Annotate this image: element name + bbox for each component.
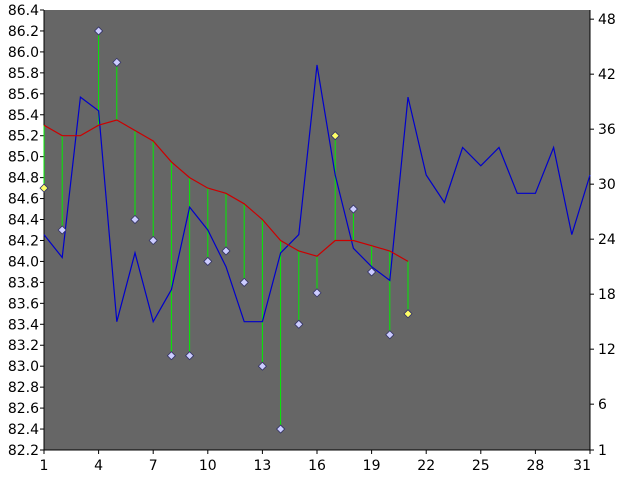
data-point — [257, 361, 267, 371]
x-tick-label: 7 — [149, 458, 158, 474]
x-tick-label: 31 — [573, 458, 591, 474]
y-left-tick-label: 85.6 — [8, 87, 39, 103]
y-left-tick-label: 86.4 — [8, 3, 39, 19]
y-right-tick-label: 36 — [598, 122, 616, 138]
y-left-tick-label: 82.2 — [8, 443, 39, 459]
x-axis: 1 4 7 10 13 16 19 22 25 28 31 — [40, 449, 591, 474]
x-tick-label: 13 — [253, 458, 271, 474]
y-left-tick-label: 83.2 — [8, 338, 39, 354]
y-right-tick-label: 12 — [598, 342, 616, 358]
data-point-highlight — [330, 131, 340, 141]
y-left-tick-label: 83.6 — [8, 296, 39, 312]
data-point — [203, 256, 213, 266]
x-tick-label: 4 — [94, 458, 103, 474]
y-left-tick-label: 85.0 — [8, 150, 39, 166]
x-tick-label: 1 — [40, 458, 49, 474]
y-left-tick-label: 85.2 — [8, 129, 39, 145]
data-point — [94, 26, 104, 36]
x-tick-label: 22 — [417, 458, 435, 474]
y-left-tick-label: 84.6 — [8, 192, 39, 208]
data-point — [57, 225, 67, 235]
x-tick-label: 16 — [308, 458, 326, 474]
y-right-tick-label: 18 — [598, 287, 616, 303]
y-left-tick-label: 83.4 — [8, 317, 39, 333]
y-right-tick-label: 24 — [598, 232, 616, 248]
y-right-tick-label: 30 — [598, 177, 616, 193]
series-line-red — [43, 119, 409, 262]
y-right-tick-label: 1 — [598, 443, 607, 459]
data-point — [294, 319, 304, 329]
data-point — [276, 424, 286, 434]
y-left-tick-label: 84.2 — [8, 233, 39, 249]
data-point — [221, 246, 231, 256]
y-left-tick-label: 86.2 — [8, 24, 39, 40]
y-right-tick-label: 42 — [598, 67, 616, 83]
y-right-tick-label: 48 — [598, 12, 616, 28]
data-point — [312, 288, 322, 298]
y-left-tick-label: 82.4 — [8, 422, 39, 438]
series-layer — [43, 30, 591, 430]
data-point — [385, 330, 395, 340]
x-tick-label: 25 — [472, 458, 490, 474]
plot-area — [44, 10, 590, 450]
right-axis: 1 6 12 18 24 30 36 42 48 — [589, 10, 616, 459]
data-point — [148, 235, 158, 246]
data-point-highlight — [39, 183, 49, 193]
y-left-tick-label: 85.4 — [8, 108, 39, 124]
data-point-highlight — [403, 309, 413, 319]
series-line-blue — [43, 64, 591, 324]
data-point — [185, 351, 195, 361]
y-left-tick-label: 84.8 — [8, 171, 39, 187]
data-point — [112, 57, 122, 67]
data-point — [166, 351, 176, 361]
data-point — [367, 267, 377, 277]
y-right-tick-label: 6 — [598, 397, 607, 413]
y-left-tick-label: 85.8 — [8, 66, 39, 82]
x-tick-label: 28 — [526, 458, 544, 474]
y-left-tick-label: 82.6 — [8, 401, 39, 417]
y-left-tick-label: 84.4 — [8, 213, 39, 229]
data-point — [348, 204, 358, 214]
data-point — [130, 214, 140, 225]
left-axis: 82.2 82.4 82.6 82.8 83.0 83.2 83.4 83.6 83.8 84.0… — [8, 3, 45, 459]
x-tick-label: 10 — [199, 458, 217, 474]
y-left-tick-label: 83.8 — [8, 275, 39, 291]
marker-layer — [39, 26, 413, 434]
y-left-tick-label: 82.8 — [8, 380, 39, 396]
y-left-tick-label: 83.0 — [8, 359, 39, 375]
x-tick-label: 19 — [363, 458, 381, 474]
y-left-tick-label: 84.0 — [8, 254, 39, 270]
y-left-tick-label: 86.0 — [8, 45, 39, 61]
data-point — [239, 277, 249, 287]
